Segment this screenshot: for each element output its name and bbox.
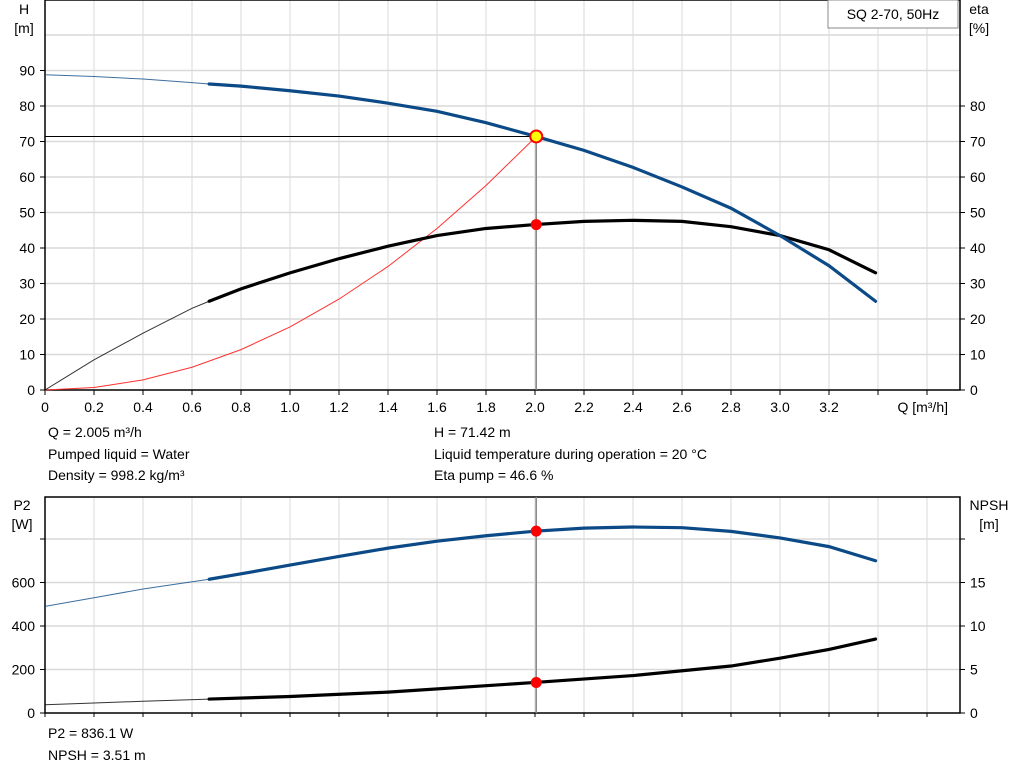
info-p2: P2 = 836.1 W (48, 725, 134, 741)
info-h: H = 71.42 m (434, 424, 511, 440)
y-axis-label-right-unit: [%] (969, 20, 989, 36)
y-tick-label-left: 30 (19, 276, 35, 292)
eta-curve-extrapolated (44, 300, 210, 391)
x-tick-label: 1.0 (280, 399, 300, 415)
p2-duty-point (530, 525, 542, 537)
y-tick-label-left: 20 (19, 311, 35, 327)
x-tick-label: 1.2 (329, 399, 349, 415)
y-tick-label-left: 40 (19, 240, 35, 256)
y-tick-label-right: 0 (970, 382, 978, 398)
y-axis-label-right: NPSH (970, 497, 1009, 513)
y-tick-label-right: 10 (970, 618, 986, 634)
x-tick-label: 2.2 (574, 399, 594, 415)
y-tick-label-left: 0 (27, 705, 35, 721)
info-npsh: NPSH = 3.51 m (48, 747, 146, 763)
x-tick-label: 1.8 (476, 399, 496, 415)
x-tick-label: 0.6 (182, 399, 202, 415)
info-liquid: Pumped liquid = Water (48, 446, 190, 462)
y-tick-label-left: 60 (19, 169, 35, 185)
y-tick-label-left: 0 (27, 382, 35, 398)
y-tick-label-right: 70 (970, 134, 986, 150)
plot-frame (44, 496, 961, 714)
y-tick-label-left: 400 (12, 618, 36, 634)
y-tick-label-right: 10 (970, 347, 986, 363)
x-tick-label: 2.6 (672, 399, 692, 415)
eta-duty-point (530, 219, 542, 231)
y-tick-label-right: 5 (970, 662, 978, 678)
y-tick-label-left: 90 (19, 63, 35, 79)
y-axis-label-left: P2 (13, 497, 30, 513)
p2-curve (207, 525, 878, 581)
info-eta: Eta pump = 46.6 % (434, 467, 554, 483)
npsh-curve (207, 637, 878, 701)
h-curve-extrapolated (44, 74, 210, 85)
y-tick-label-left: 600 (12, 575, 36, 591)
y-tick-label-left: 10 (19, 347, 35, 363)
legend-label: SQ 2-70, 50Hz (847, 6, 940, 22)
x-tick-label: 1.4 (378, 399, 398, 415)
y-tick-label-right: 40 (970, 240, 986, 256)
x-tick-label: 1.6 (427, 399, 447, 415)
y-tick-label-right: 60 (970, 169, 986, 185)
legend-box (827, 0, 959, 29)
y-tick-label-left: 70 (19, 134, 35, 150)
y-tick-label-left: 200 (12, 662, 36, 678)
y-tick-label-right: 30 (970, 276, 986, 292)
x-tick-label: 0.2 (84, 399, 104, 415)
x-tick-label: 0.8 (231, 399, 251, 415)
plot-frame (44, 0, 961, 391)
npsh-curve-extrapolated (44, 698, 210, 706)
y-axis-label-right: eta (969, 1, 989, 17)
y-axis-label-right-unit: [m] (979, 516, 998, 532)
x-tick-label: 0.4 (133, 399, 153, 415)
y-tick-label-right: 15 (970, 575, 986, 591)
x-tick-label: 2.4 (623, 399, 643, 415)
y-axis-label-left-unit: [W] (12, 516, 33, 532)
x-tick-label: 3.2 (819, 399, 839, 415)
y-tick-label-right: 80 (970, 98, 986, 114)
x-tick-label: 0 (41, 399, 49, 415)
npsh-duty-point (530, 676, 542, 688)
y-axis-label-left: H (19, 1, 29, 17)
info-temp: Liquid temperature during operation = 20… (434, 446, 707, 462)
system-curve (44, 136, 537, 391)
h-duty-point (529, 129, 544, 144)
y-tick-label-right: 20 (970, 311, 986, 327)
x-tick-label: 2.8 (721, 399, 741, 415)
p2-curve-extrapolated (44, 578, 210, 607)
x-tick-label: 2.0 (525, 399, 545, 415)
y-tick-label-left: 50 (19, 205, 35, 221)
info-q: Q = 2.005 m³/h (48, 424, 142, 440)
y-axis-label-left-unit: [m] (14, 20, 33, 36)
info-density: Density = 998.2 kg/m³ (48, 467, 185, 483)
y-tick-label-left: 80 (19, 98, 35, 114)
y-tick-label-right: 0 (970, 705, 978, 721)
x-tick-label: 3.0 (770, 399, 790, 415)
y-tick-label-right: 50 (970, 205, 986, 221)
x-axis-label: Q [m³/h] (897, 399, 948, 415)
